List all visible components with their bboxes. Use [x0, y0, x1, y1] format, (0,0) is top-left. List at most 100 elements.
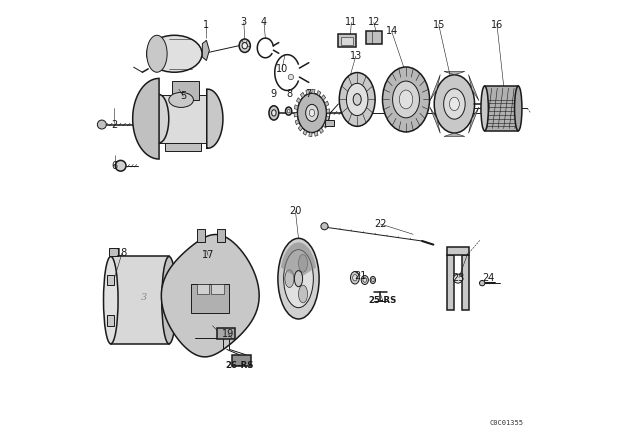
Polygon shape — [323, 123, 328, 128]
Ellipse shape — [449, 97, 460, 111]
Bar — [109, 248, 118, 256]
Polygon shape — [321, 95, 326, 100]
Bar — [159, 95, 207, 143]
Bar — [197, 229, 205, 242]
Ellipse shape — [149, 95, 169, 143]
Bar — [217, 328, 235, 339]
Bar — [232, 355, 252, 366]
Ellipse shape — [363, 278, 367, 282]
Bar — [172, 81, 199, 100]
Ellipse shape — [271, 110, 276, 116]
Text: 20: 20 — [289, 206, 301, 215]
Ellipse shape — [104, 256, 118, 344]
Ellipse shape — [351, 271, 360, 284]
Polygon shape — [281, 242, 316, 279]
Polygon shape — [430, 107, 440, 134]
Text: C0C01355: C0C01355 — [490, 421, 524, 426]
Ellipse shape — [339, 73, 375, 126]
Ellipse shape — [346, 83, 368, 116]
Text: 13: 13 — [349, 51, 362, 61]
Ellipse shape — [269, 106, 279, 120]
Polygon shape — [165, 143, 202, 151]
Polygon shape — [298, 125, 303, 131]
Circle shape — [97, 120, 106, 129]
Polygon shape — [132, 78, 159, 159]
Bar — [108, 275, 115, 285]
Text: 7: 7 — [306, 89, 312, 99]
Text: 8: 8 — [287, 89, 292, 99]
Ellipse shape — [306, 104, 318, 121]
Polygon shape — [461, 255, 469, 310]
Polygon shape — [312, 89, 315, 94]
Text: 16: 16 — [491, 20, 503, 30]
Ellipse shape — [298, 93, 326, 133]
Ellipse shape — [147, 35, 167, 72]
Ellipse shape — [392, 81, 419, 118]
Bar — [366, 31, 382, 44]
Circle shape — [288, 74, 294, 80]
Polygon shape — [326, 116, 330, 121]
Ellipse shape — [371, 278, 374, 282]
Polygon shape — [309, 132, 312, 137]
Polygon shape — [161, 234, 259, 357]
Circle shape — [321, 223, 328, 230]
Ellipse shape — [162, 256, 176, 344]
Text: 14: 14 — [385, 26, 398, 36]
Bar — [325, 120, 334, 126]
Bar — [111, 256, 169, 344]
Bar — [340, 37, 353, 45]
Text: 24: 24 — [482, 273, 494, 283]
Polygon shape — [294, 113, 298, 117]
Polygon shape — [202, 40, 209, 60]
Ellipse shape — [169, 92, 193, 108]
Ellipse shape — [242, 43, 248, 49]
Ellipse shape — [278, 238, 319, 319]
Ellipse shape — [383, 67, 429, 132]
Ellipse shape — [361, 276, 369, 284]
Ellipse shape — [147, 35, 202, 72]
Polygon shape — [303, 130, 307, 135]
Ellipse shape — [239, 39, 250, 52]
Ellipse shape — [444, 89, 465, 119]
Polygon shape — [306, 90, 309, 95]
Circle shape — [454, 274, 463, 283]
Bar — [484, 86, 518, 131]
Text: 26-RS: 26-RS — [225, 361, 253, 370]
Text: 3: 3 — [141, 293, 147, 302]
Text: 23: 23 — [452, 273, 465, 283]
Text: 4: 4 — [261, 17, 267, 27]
Polygon shape — [430, 74, 440, 101]
Circle shape — [115, 160, 126, 171]
Ellipse shape — [285, 270, 294, 288]
Ellipse shape — [353, 94, 361, 105]
Bar — [191, 284, 229, 313]
Polygon shape — [468, 74, 479, 101]
Text: 18: 18 — [116, 248, 128, 258]
Polygon shape — [317, 90, 321, 96]
Polygon shape — [444, 71, 465, 75]
Polygon shape — [294, 105, 298, 109]
Text: 3: 3 — [241, 17, 247, 27]
Bar — [197, 284, 209, 294]
Polygon shape — [447, 247, 469, 255]
Polygon shape — [300, 92, 305, 98]
Ellipse shape — [399, 90, 413, 109]
Text: 9: 9 — [270, 89, 276, 99]
Bar — [108, 315, 115, 326]
Text: 17: 17 — [202, 250, 214, 260]
Text: 1: 1 — [203, 20, 209, 30]
Text: 2: 2 — [111, 121, 117, 130]
Text: 5: 5 — [180, 91, 186, 101]
Bar — [217, 229, 225, 242]
Ellipse shape — [353, 275, 357, 281]
Ellipse shape — [309, 109, 315, 116]
Polygon shape — [447, 255, 454, 310]
Text: 6: 6 — [112, 161, 118, 171]
Text: 19: 19 — [222, 329, 234, 339]
Polygon shape — [324, 101, 329, 106]
Text: 22: 22 — [374, 219, 387, 229]
Polygon shape — [326, 109, 330, 113]
Text: 25-RS: 25-RS — [369, 296, 397, 305]
Polygon shape — [314, 131, 318, 136]
Ellipse shape — [285, 107, 292, 115]
